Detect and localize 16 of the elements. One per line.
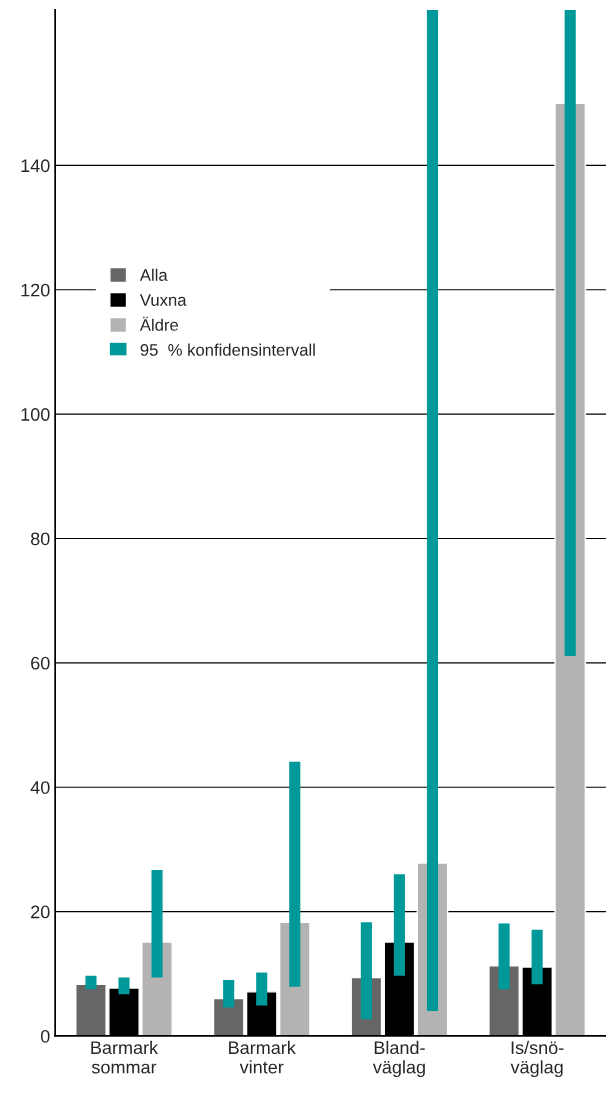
y-tick-label: 0: [40, 1029, 50, 1043]
y-tick-label: 40: [30, 781, 50, 794]
y-tick-label: 20: [31, 905, 50, 919]
y-tick-label: 60: [31, 656, 50, 670]
y-tick-label: 80: [30, 532, 50, 546]
y-tick-label: 100: [21, 408, 50, 421]
y-tick-label: 140: [21, 159, 50, 173]
x-tick-label: Bland- väglag: [372, 1040, 425, 1078]
x-tick-label: Barmark sommar: [91, 1040, 159, 1074]
y-tick-label: 120: [21, 283, 50, 297]
legend-label: Äldre: [139, 316, 179, 331]
x-tick-label: Barmark vinter: [229, 1040, 296, 1074]
annotation: 95 % konfidensintervall: [140, 343, 315, 356]
x-tick-label: Is/snö- väglag: [510, 1040, 564, 1078]
legend-label: Alla: [139, 268, 168, 281]
legend-label: Vuxna: [139, 294, 187, 306]
